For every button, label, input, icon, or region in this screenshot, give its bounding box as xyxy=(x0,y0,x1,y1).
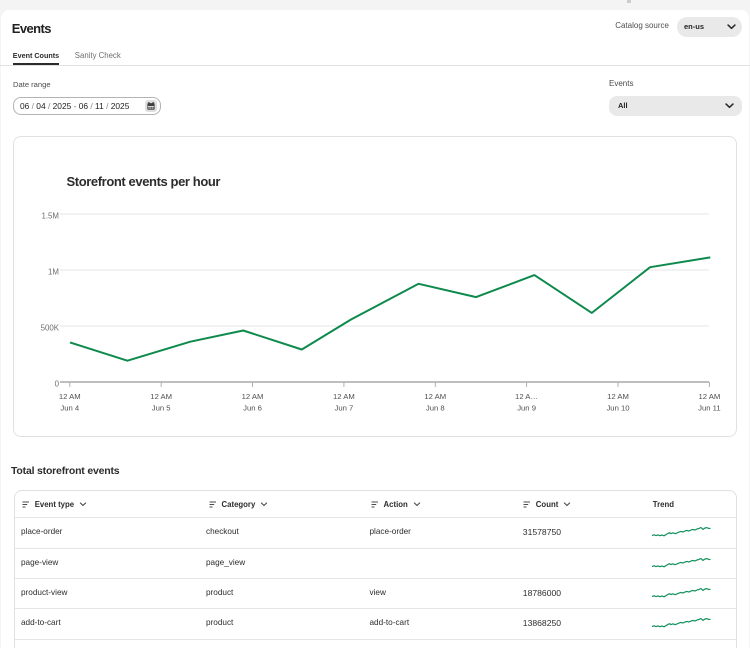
svg-text:1.5M: 1.5M xyxy=(41,212,59,221)
svg-text:12 AM: 12 AM xyxy=(59,392,81,401)
svg-text:1M: 1M xyxy=(48,268,59,277)
svg-text:Jun 11: Jun 11 xyxy=(698,404,721,413)
svg-text:Jun 5: Jun 5 xyxy=(152,404,171,413)
svg-text:12 AM: 12 AM xyxy=(607,392,629,401)
svg-text:500K: 500K xyxy=(41,324,60,333)
svg-text:12 AM: 12 AM xyxy=(333,392,355,401)
svg-text:Jun 4: Jun 4 xyxy=(60,404,80,413)
svg-text:Jun 8: Jun 8 xyxy=(426,404,445,413)
svg-text:Jun 6: Jun 6 xyxy=(243,404,262,413)
svg-text:Jun 7: Jun 7 xyxy=(334,404,353,413)
svg-text:Jun 9: Jun 9 xyxy=(517,404,536,413)
svg-text:12 AM: 12 AM xyxy=(699,392,721,401)
svg-text:0: 0 xyxy=(55,380,60,389)
svg-text:12 AM: 12 AM xyxy=(424,392,446,401)
svg-text:12 AM: 12 AM xyxy=(150,392,172,401)
svg-text:12 AM: 12 AM xyxy=(242,392,264,401)
svg-text:Jun 10: Jun 10 xyxy=(606,404,629,413)
svg-text:12 A…: 12 A… xyxy=(515,392,538,401)
